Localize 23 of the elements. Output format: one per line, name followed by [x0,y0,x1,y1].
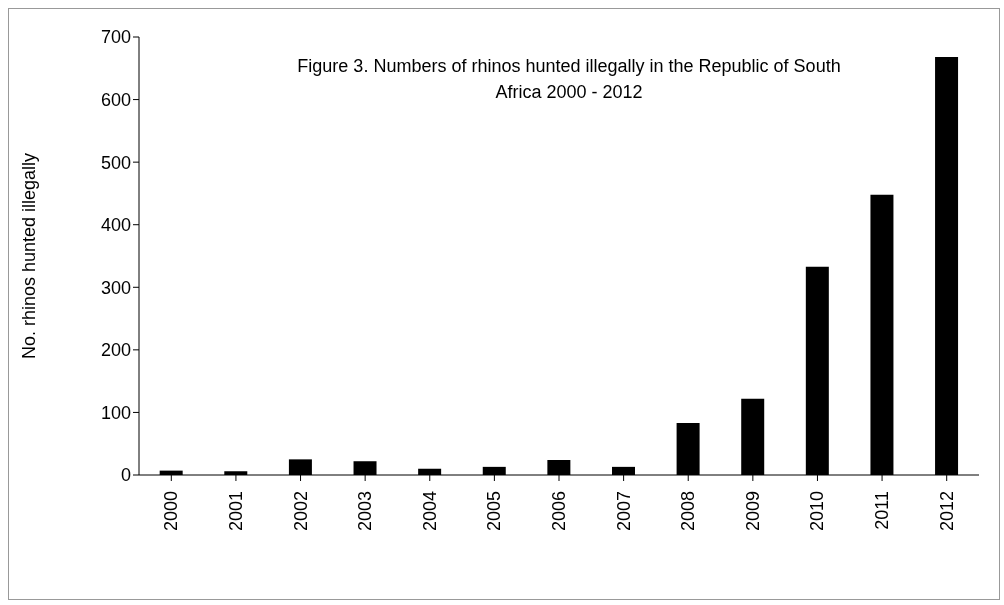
y-tick-label: 0 [120,465,131,486]
text: Figure 3. Numbers of rhinos hunted illegally in the Republic of South Africa 2000 - 2012 [296,55,842,104]
x-tick-label: 2000 [161,491,182,532]
x-tick-label: 2001 [225,491,246,532]
y-tick-label: 300 [100,277,131,298]
y-axis-title: No. rhinos hunted illegally [19,152,40,360]
x-tick-label: 2011 [872,491,893,530]
x-tick-label: 2003 [355,491,376,532]
y-tick-label: 500 [100,152,131,173]
x-tick-label: 2007 [613,491,634,532]
x-tick-label: 2002 [290,491,311,532]
y-tick-label: 400 [100,215,131,236]
x-tick-label: 2009 [742,491,763,532]
y-tick-label: 200 [100,340,131,361]
y-tick-label: 100 [100,402,131,423]
x-tick-label: 2004 [419,491,440,532]
x-tick-label: 2012 [936,491,957,532]
y-tick-label: 600 [100,89,131,110]
x-tick-label: 2005 [484,491,505,532]
x-tick-label: 2008 [678,491,699,532]
y-tick-label: 700 [100,27,131,48]
x-tick-label: 2010 [807,491,828,532]
x-tick-label: 2006 [549,491,569,532]
